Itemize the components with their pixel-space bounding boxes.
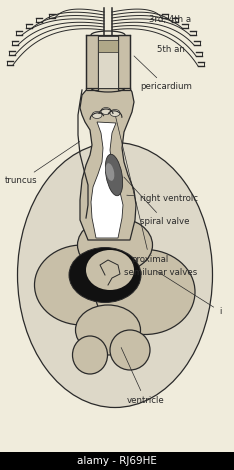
Text: right ventrolc: right ventrolc [127, 194, 198, 203]
Ellipse shape [73, 336, 107, 374]
Text: i: i [157, 272, 221, 316]
Ellipse shape [105, 154, 123, 196]
Text: spiral valve: spiral valve [124, 177, 190, 227]
Polygon shape [91, 122, 123, 238]
Ellipse shape [110, 110, 120, 117]
Text: alamy - RJ69HE: alamy - RJ69HE [77, 456, 157, 466]
Ellipse shape [106, 163, 114, 181]
Ellipse shape [101, 108, 111, 115]
Ellipse shape [18, 142, 212, 407]
Text: 5th an: 5th an [157, 45, 185, 54]
Text: proximal: proximal [116, 117, 168, 264]
Bar [98, 40, 118, 52]
Text: ventricle: ventricle [121, 347, 164, 405]
Ellipse shape [69, 248, 141, 303]
Ellipse shape [95, 250, 195, 335]
Bar [98, 36, 118, 88]
Polygon shape [80, 85, 136, 240]
Ellipse shape [76, 305, 140, 355]
Bar [86, 35, 98, 90]
Ellipse shape [92, 111, 102, 118]
Bar [118, 35, 130, 90]
Ellipse shape [77, 218, 153, 273]
Text: truncus: truncus [5, 141, 80, 186]
Text: 3rd, 4th a: 3rd, 4th a [149, 15, 191, 24]
Ellipse shape [86, 250, 134, 290]
Text: semilunar valves: semilunar valves [124, 268, 197, 277]
Ellipse shape [34, 245, 129, 325]
Ellipse shape [110, 330, 150, 370]
Bar [0, 452, 234, 470]
Text: pericardium: pericardium [134, 56, 192, 92]
